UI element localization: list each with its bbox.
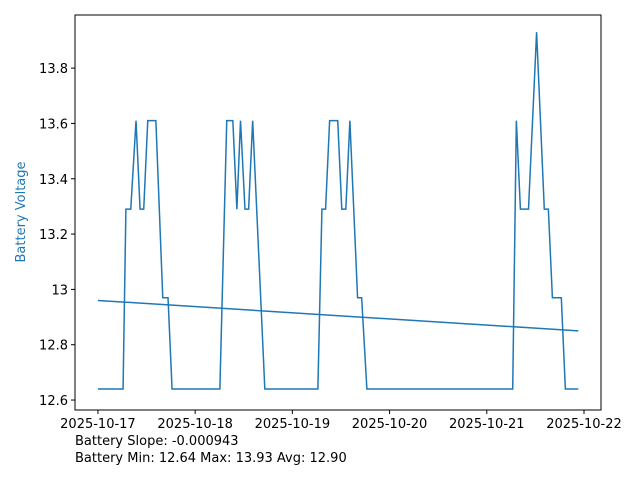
y-tick-label: 13.6: [39, 117, 68, 132]
x-tick-label: 2025-10-19: [255, 417, 331, 432]
x-tick-label: 2025-10-20: [352, 417, 428, 432]
plot-frame: [74, 14, 602, 411]
x-tick-label: 2025-10-17: [60, 417, 136, 432]
y-tick-label: 13.8: [39, 62, 68, 77]
y-tick-label: 13.4: [39, 173, 68, 188]
line: [97, 32, 579, 390]
y-tick-label: 13: [51, 283, 68, 298]
annotation: Battery Slope: -0.000943: [75, 434, 239, 449]
annotation: Battery Min: 12.64 Max: 13.93 Avg: 12.90: [75, 451, 347, 466]
y-axis-label: Battery Voltage: [14, 161, 29, 262]
y-tick-label: 13.2: [39, 228, 68, 243]
y-tick-label: 12.8: [39, 339, 68, 354]
x-tick-label: 2025-10-18: [157, 417, 233, 432]
y-tick-label: 12.6: [39, 394, 68, 409]
x-tick-label: 2025-10-21: [449, 417, 525, 432]
x-tick-label: 2025-10-22: [546, 417, 622, 432]
line: [97, 299, 579, 332]
